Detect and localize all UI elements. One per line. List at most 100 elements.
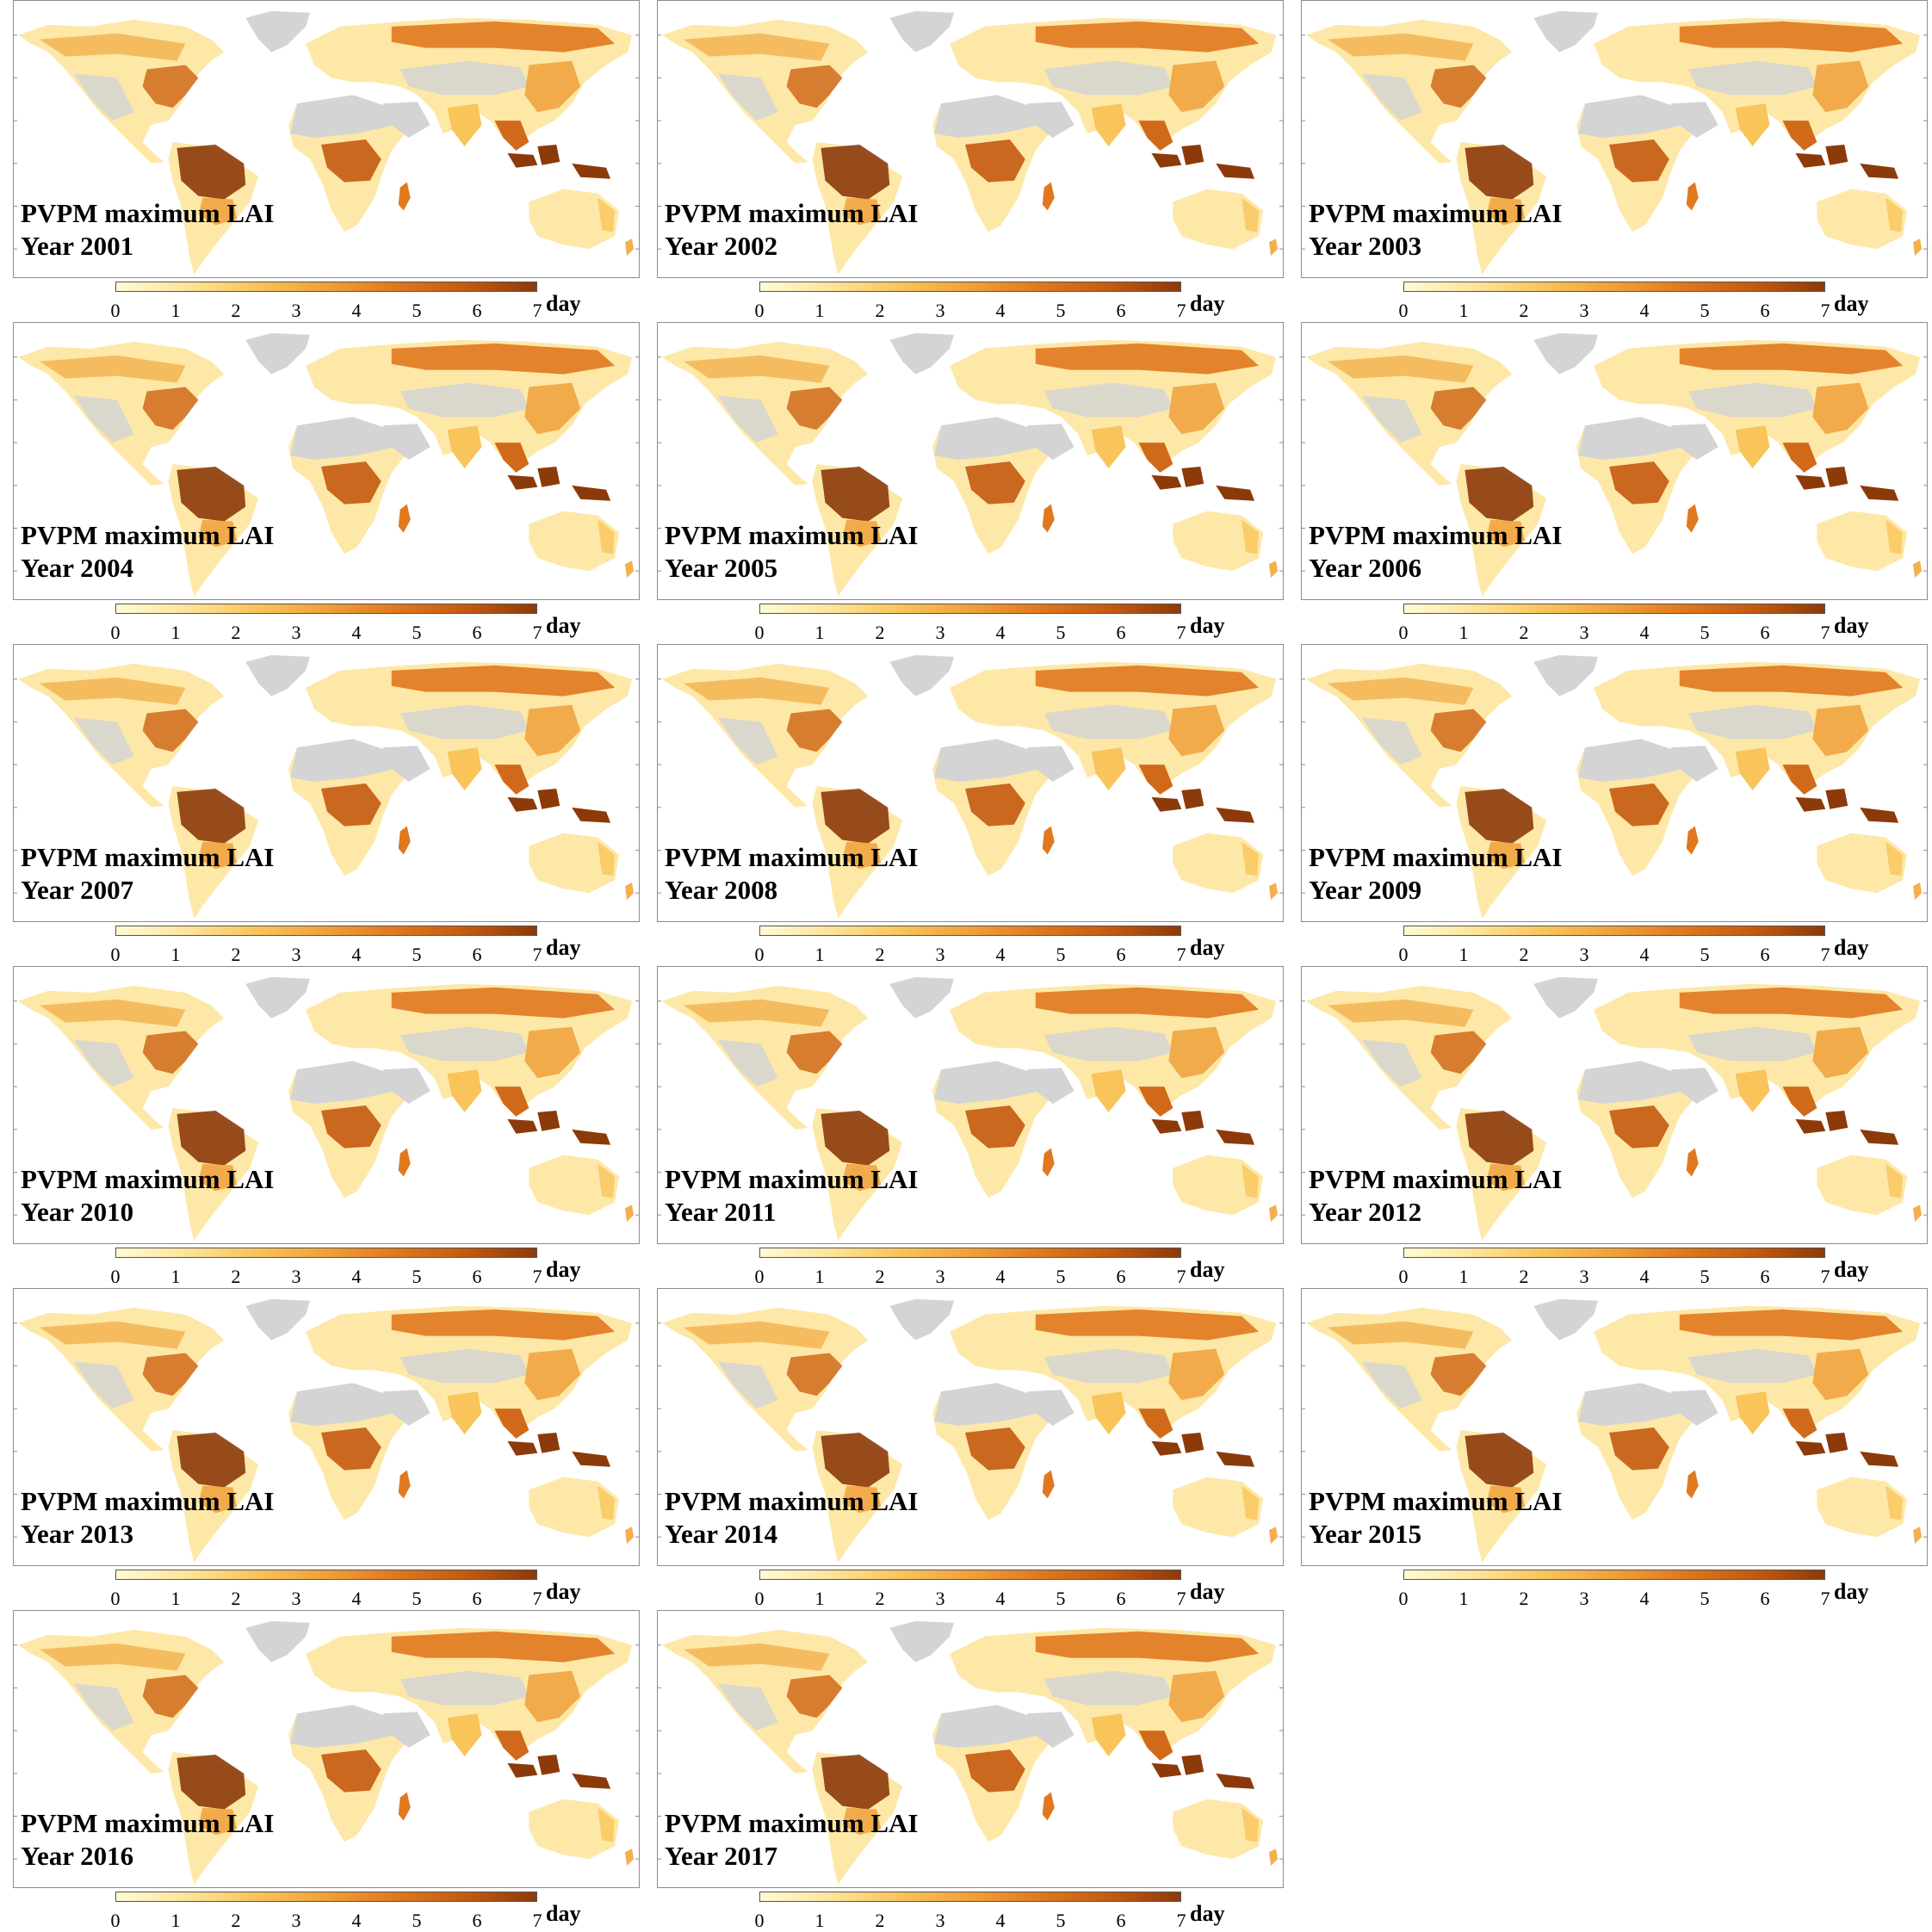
colorbar-tick-label: 7 [1820, 1588, 1830, 1609]
congo-basin [1609, 783, 1669, 827]
world-map-svg [658, 1620, 1283, 1886]
new-zealand [625, 238, 635, 257]
colorbar-unit: day [1834, 1257, 1869, 1282]
indonesia-1 [507, 152, 538, 168]
colorbar-tick-label: 1 [170, 622, 181, 643]
panel-title: PVPM maximum LAI [21, 1164, 275, 1194]
world-map [13, 0, 640, 278]
colorbar-tick-label: 2 [1519, 300, 1529, 321]
colorbar-tick-label: 6 [1116, 622, 1126, 643]
colorbar-tick-label: 6 [472, 300, 482, 321]
new-zealand [1269, 1204, 1279, 1223]
colorbar-tick-label: 1 [170, 944, 181, 965]
colorbar-tick-label: 7 [1176, 622, 1186, 643]
colorbar [759, 1570, 1181, 1580]
colorbar-unit: day [1834, 935, 1869, 960]
panel-year: Year 2012 [1309, 1197, 1422, 1227]
colorbar [115, 604, 537, 614]
na-boreal [39, 1643, 186, 1671]
borneo [1181, 788, 1204, 809]
panel-year: Year 2005 [665, 553, 778, 583]
india [1735, 747, 1770, 790]
colorbar-unit: day [1190, 613, 1225, 638]
amazon-basin [1464, 466, 1534, 522]
frame-ticks [1302, 34, 1927, 250]
new-guinea [1216, 1451, 1255, 1467]
greenland [1533, 1298, 1599, 1341]
congo-basin [1609, 461, 1669, 505]
colorbar-tick-label: 3 [935, 944, 945, 965]
central-asia-arid [399, 1026, 529, 1062]
india [1091, 1391, 1126, 1434]
greenland [889, 1620, 955, 1663]
panel-title: PVPM maximum LAI [1309, 1164, 1563, 1194]
colorbar-tick-label: 0 [110, 1910, 121, 1931]
india [447, 1069, 482, 1112]
na-east-forest [142, 1353, 199, 1396]
colorbar-tick-label: 4 [351, 300, 362, 321]
new-guinea [1216, 485, 1255, 501]
congo-basin [321, 1105, 381, 1149]
australia [1817, 1155, 1908, 1216]
panel-year: Year 2016 [21, 1841, 134, 1871]
colorbar-tick-label: 6 [1760, 300, 1770, 321]
borneo [1181, 1754, 1204, 1775]
world-map [657, 966, 1284, 1244]
australia-east [598, 841, 616, 876]
colorbar-tick-label: 6 [472, 1588, 482, 1609]
world-map [1301, 1288, 1928, 1566]
panel-year: Year 2015 [1309, 1519, 1422, 1549]
australia-east [1242, 1163, 1260, 1198]
frame-ticks [14, 356, 639, 572]
new-guinea [1860, 1129, 1899, 1145]
sahara [934, 1383, 1040, 1427]
se-asia [1138, 1087, 1173, 1117]
amazon-edge [198, 197, 238, 226]
new-guinea [572, 1129, 611, 1145]
world-map [657, 1610, 1284, 1888]
colorbar-tick-label: 4 [1639, 944, 1650, 965]
se-asia [494, 443, 529, 473]
indonesia-1 [507, 796, 538, 812]
new-guinea [572, 807, 611, 823]
colorbar-unit: day [1834, 291, 1869, 316]
colorbar-tick-label: 2 [1519, 944, 1529, 965]
indonesia-1 [507, 1440, 538, 1456]
panel-year: Year 2003 [1309, 231, 1422, 261]
colorbar-tick-label: 7 [1176, 944, 1186, 965]
madagascar [1686, 1148, 1699, 1177]
borneo [537, 1110, 560, 1131]
world-map-svg [658, 10, 1283, 276]
australia-east [1886, 1163, 1904, 1198]
amazon-basin [176, 466, 246, 522]
siberia-boreal [391, 1631, 616, 1663]
borneo [1825, 788, 1848, 809]
colorbar-tick-label: 0 [1398, 622, 1409, 643]
colorbar-tick-label: 5 [412, 622, 422, 643]
colorbar-tick-label: 2 [231, 944, 241, 965]
amazon-basin [176, 788, 246, 844]
panel-title: PVPM maximum LAI [21, 198, 275, 228]
world-map [13, 644, 640, 922]
amazon-edge [842, 1807, 882, 1836]
east-asia [1168, 60, 1225, 113]
india [1091, 1069, 1126, 1112]
amazon-basin [176, 1754, 246, 1810]
madagascar [1042, 182, 1055, 211]
sahara [290, 739, 396, 783]
na-east-forest [1430, 387, 1487, 430]
siberia-boreal [1035, 1309, 1260, 1341]
arabia [1670, 102, 1718, 139]
colorbar-unit: day [546, 291, 581, 316]
central-asia-arid [399, 60, 529, 96]
indonesia-1 [507, 474, 538, 490]
congo-basin [965, 1105, 1025, 1149]
central-asia-arid [1687, 1348, 1817, 1384]
east-asia [524, 382, 581, 435]
new-guinea [1216, 1129, 1255, 1145]
amazon-edge [842, 1485, 882, 1514]
australia-east [598, 1485, 616, 1520]
new-zealand [1913, 238, 1923, 257]
greenland [889, 976, 955, 1019]
australia [1173, 1799, 1264, 1860]
